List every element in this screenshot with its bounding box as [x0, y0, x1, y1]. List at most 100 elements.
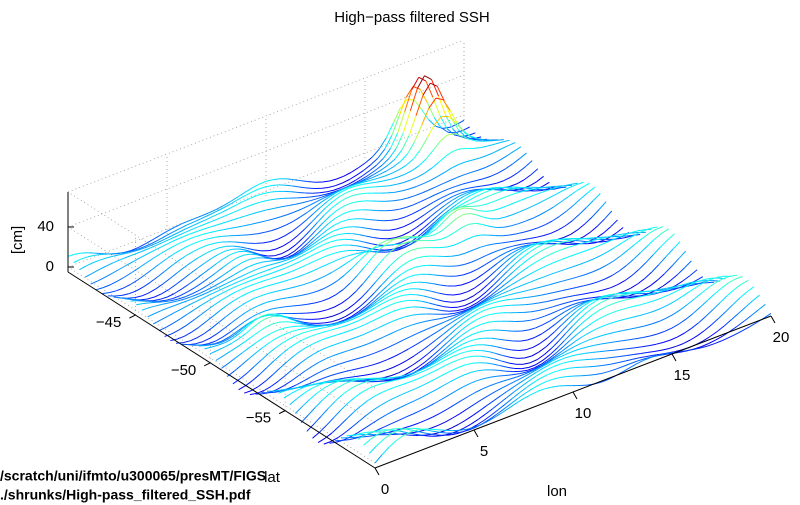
surface-line [667, 300, 675, 306]
surface-line [458, 206, 466, 208]
surface-line [568, 294, 576, 298]
surface-line [467, 320, 476, 326]
surface-line [487, 320, 495, 323]
surface-line [510, 398, 519, 405]
surface-line [588, 296, 596, 299]
surface-line [442, 310, 450, 312]
surface-line [569, 286, 577, 290]
surface-line [511, 373, 520, 376]
surface-line [338, 198, 346, 204]
surface-line [581, 183, 590, 188]
surface-line [376, 295, 385, 302]
surface-line [448, 116, 457, 124]
surface-line [412, 410, 421, 415]
surface-line [505, 271, 514, 279]
surface-line [392, 281, 400, 287]
surface-line [527, 337, 535, 341]
surface-line [529, 278, 538, 283]
surface-line [302, 230, 311, 239]
surface-line [237, 191, 246, 198]
surface-line [589, 328, 598, 333]
surface-line [464, 334, 473, 339]
surface-line [488, 192, 496, 197]
surface-line [247, 203, 255, 207]
surface-line [337, 325, 345, 329]
surface-line [698, 316, 707, 323]
surface-line [684, 281, 692, 285]
surface-line [323, 441, 332, 445]
surface-line [273, 298, 281, 301]
surface-line [442, 351, 450, 357]
surface-line [499, 338, 507, 341]
surface-line [225, 337, 233, 343]
surface-line [369, 181, 377, 184]
surface-line [251, 222, 260, 225]
surface-line [393, 301, 402, 304]
surface-line [471, 305, 480, 311]
surface-line [386, 238, 394, 241]
surface-line [226, 300, 235, 306]
surface-line [398, 316, 406, 320]
surface-line [414, 125, 423, 142]
surface-line [420, 306, 429, 309]
surface-line [677, 332, 685, 338]
surface-line [148, 245, 156, 250]
surface-line [289, 384, 297, 389]
surface-line [293, 260, 301, 266]
surface-line [362, 331, 371, 336]
surface-line [473, 290, 481, 297]
surface-line [295, 252, 304, 257]
surface-line [392, 208, 400, 211]
surface-line [430, 324, 439, 328]
surface-line [530, 390, 538, 396]
surface-line [494, 242, 502, 245]
surface-line [326, 189, 335, 193]
surface-line [477, 214, 485, 218]
surface-line [502, 234, 510, 237]
surface-line [345, 318, 354, 323]
surface-line [332, 195, 341, 203]
surface-line [390, 249, 399, 253]
surface-line [319, 229, 328, 236]
box-edge [67, 191, 376, 389]
surface-line [719, 295, 728, 304]
surface-line [482, 184, 490, 187]
surface-line [463, 313, 471, 319]
surface-line [685, 313, 694, 320]
surface-line [599, 264, 607, 270]
surface-line [519, 208, 527, 213]
surface-line [439, 431, 448, 434]
surface-line [567, 375, 575, 377]
surface-line [457, 305, 465, 308]
surface-line [349, 183, 357, 187]
surface-line [191, 326, 199, 333]
surface-line [545, 262, 553, 267]
surface-line [539, 255, 548, 261]
surface-line [572, 348, 581, 352]
surface-line [490, 172, 499, 177]
surface-line [573, 342, 582, 348]
surface-line [634, 295, 643, 299]
surface-line [435, 210, 444, 218]
surface-line [493, 296, 501, 301]
surface-line [643, 227, 651, 232]
surface-line [362, 306, 371, 312]
surface-line [471, 208, 479, 212]
surface-line [430, 223, 439, 232]
surface-line [410, 429, 418, 433]
surface-line [455, 199, 464, 206]
surface-line [371, 297, 379, 305]
surface-line [657, 273, 665, 281]
surface-line [233, 245, 241, 248]
surface-line [235, 352, 243, 359]
surface-line [613, 255, 621, 262]
surface-line [329, 209, 338, 217]
surface-line [308, 181, 316, 183]
surface-line [426, 348, 435, 355]
surface-line [509, 402, 517, 409]
surface-line [108, 253, 117, 255]
surface-line [537, 315, 545, 320]
surface-line [98, 265, 107, 271]
surface-line [463, 340, 471, 345]
surface-line [202, 268, 210, 275]
